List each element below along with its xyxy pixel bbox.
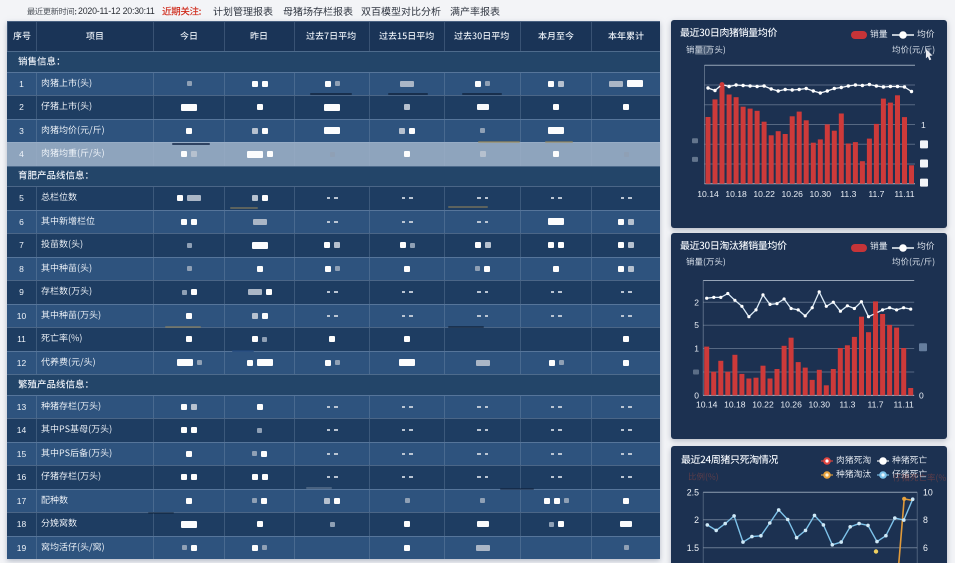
svg-text:11.7: 11.7 bbox=[867, 399, 883, 409]
svg-text:10.14: 10.14 bbox=[696, 399, 718, 409]
svg-text:10.26: 10.26 bbox=[780, 399, 802, 409]
svg-text:11.11: 11.11 bbox=[894, 189, 914, 199]
svg-text:11.11: 11.11 bbox=[894, 399, 914, 409]
svg-text:6: 6 bbox=[923, 543, 928, 553]
svg-text:10.18: 10.18 bbox=[725, 189, 747, 199]
svg-text:10.22: 10.22 bbox=[752, 399, 774, 409]
svg-text:10.14: 10.14 bbox=[697, 189, 719, 199]
svg-text:1.5: 1.5 bbox=[687, 543, 699, 553]
svg-text:1: 1 bbox=[694, 343, 699, 353]
svg-text:2.5: 2.5 bbox=[687, 487, 699, 497]
svg-text:10.30: 10.30 bbox=[808, 399, 830, 409]
svg-text:2: 2 bbox=[694, 515, 699, 525]
svg-text:10.22: 10.22 bbox=[753, 189, 775, 199]
svg-text:0: 0 bbox=[919, 390, 924, 400]
svg-text:11.3: 11.3 bbox=[840, 189, 856, 199]
svg-text:10: 10 bbox=[923, 487, 933, 497]
svg-text:10.30: 10.30 bbox=[810, 189, 832, 199]
svg-text:11.3: 11.3 bbox=[839, 399, 855, 409]
svg-text:2: 2 bbox=[694, 297, 699, 307]
svg-text:10.18: 10.18 bbox=[724, 399, 746, 409]
svg-text:0: 0 bbox=[694, 390, 699, 400]
svg-text:8: 8 bbox=[923, 515, 928, 525]
svg-text:5: 5 bbox=[694, 320, 699, 330]
svg-text:10.26: 10.26 bbox=[781, 189, 803, 199]
svg-text:11.7: 11.7 bbox=[868, 189, 884, 199]
svg-text:1: 1 bbox=[921, 120, 926, 130]
